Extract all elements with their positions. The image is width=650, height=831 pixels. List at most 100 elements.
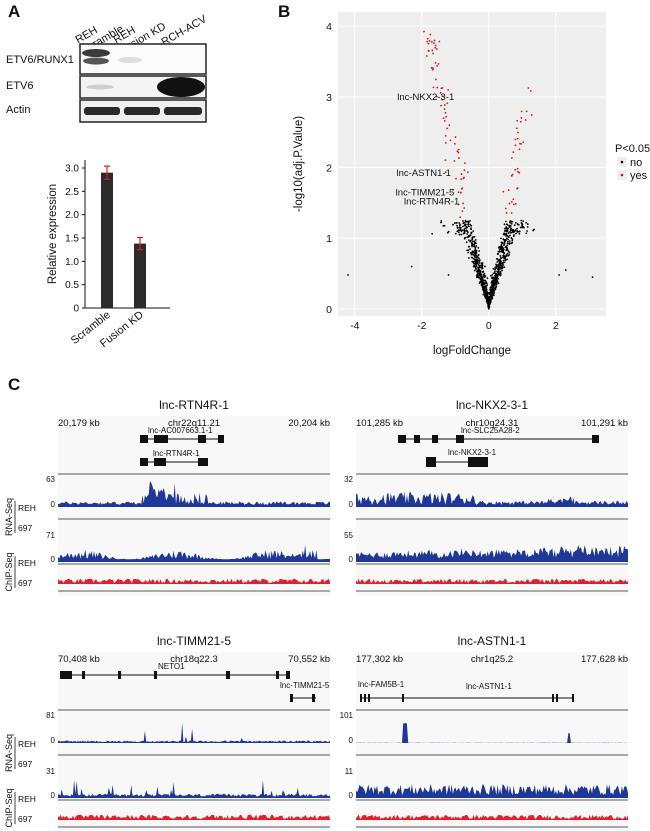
volcano-point-sig [463,207,466,209]
volcano-legend: P<0.05 no yes [615,143,650,182]
locus-block: lnc-NKX2-3-1 101,285 kb chr10q24.31 101,291… [344,398,628,596]
volcano-point [511,228,513,231]
volcano-point [458,233,461,236]
volcano-point [478,261,481,264]
volcano-point [502,261,505,264]
volcano-ticks: -4 -2 0 2 0 1 2 3 4 [326,21,559,332]
chip-697-signal [58,814,330,820]
volcano-point [488,306,490,308]
volcano-point [468,239,470,242]
volcano-point [458,231,460,234]
blot-band [157,77,205,97]
volcano-point [454,232,457,235]
volcano-point [474,250,477,253]
volcano-point [499,255,502,257]
volcano-point [463,228,466,231]
volcano-point [499,261,502,264]
genome-tracks: lnc-RTN4R-1 20,179 kb chr22q11.21 20,204 kb… [4,398,628,830]
blot-band [164,107,202,115]
volcano-point [469,240,472,243]
volcano-point-sig [517,170,519,173]
volcano-point-sig [515,127,518,130]
volcano-xlabel: logFoldChange [433,345,511,357]
volcano-point [476,270,479,273]
volcano-point-sig [512,151,515,154]
gene-label: lnc-TIMM21-5 [280,681,330,690]
volcano-point [491,296,493,299]
gene-exon [226,671,230,679]
volcano-point-sig [516,119,519,122]
volcano-point [505,255,508,257]
volcano-point [489,274,492,277]
volcano-point [503,244,505,247]
volcano-point [479,275,481,278]
volcano-point-sig [447,88,450,91]
volcano-point [499,260,502,263]
volcano-point [463,237,466,240]
volcano-point-sig [517,131,519,134]
volcano-point [492,287,495,290]
volcano-point [526,226,529,228]
volcano-point [508,224,511,227]
volcano-point [483,293,486,296]
chip-zero-label: 0 [349,791,354,800]
volcano-point [488,292,491,294]
panel-a-label: A [8,2,20,21]
volcano-point [497,250,500,253]
volcano-point-sig [514,138,517,141]
volcano-point [506,248,509,250]
rna-max-label: 101 [340,711,354,720]
locus-band: chr10q24.31 [466,418,519,429]
volcano-point [516,230,519,232]
volcano-point [480,273,483,276]
volcano-point-outlier [564,269,567,271]
volcano-point-sig [436,86,439,89]
volcano-point [477,276,480,279]
volcano-point-sig [436,48,438,50]
volcano-point [520,222,523,225]
volcano-point-sig [504,207,507,210]
volcano-point-sig [434,62,437,64]
volcano-point [474,247,477,249]
volcano-point [494,267,496,269]
volcano-annotation: lnc-NKX2-3-1 [397,92,454,103]
volcano-point-sig [427,49,430,52]
locus-end: 20,204 kb [288,418,330,429]
volcano-xtick: -4 [350,320,359,332]
volcano-point-sig [446,102,449,105]
locus-block: lnc-RTN4R-1 20,179 kb chr22q11.21 20,204 kb… [4,398,330,596]
volcano-point [477,253,480,256]
legend-no: no [630,157,642,169]
volcano-ytick: 0 [326,304,332,316]
volcano-point [466,236,469,239]
locus-bg [356,652,628,830]
volcano-point [466,233,469,235]
volcano-point-sig [428,39,431,42]
volcano-point [473,243,476,246]
volcano-point-sig [427,42,430,45]
volcano-point [455,221,458,224]
rna-max-label: 32 [344,475,353,484]
volcano-point-sig [444,111,447,114]
volcano-point [497,272,500,274]
volcano-point [494,283,496,286]
volcano-point [487,299,490,302]
locus-start: 20,179 kb [58,418,100,429]
volcano-point [510,231,513,234]
volcano-point [497,282,500,285]
volcano-point [496,276,499,278]
volcano-point [486,292,489,295]
volcano-point [477,246,480,249]
volcano-point [459,229,462,231]
volcano-point [467,231,469,234]
volcano-point [482,282,485,285]
locus-title: lnc-ASTN1-1 [458,634,527,648]
volcano-point [532,229,535,232]
volcano-point [508,243,511,245]
volcano-point [499,270,502,273]
volcano-point [495,265,498,268]
volcano-point [485,286,488,289]
volcano-point [467,257,470,259]
volcano-point [509,234,511,237]
